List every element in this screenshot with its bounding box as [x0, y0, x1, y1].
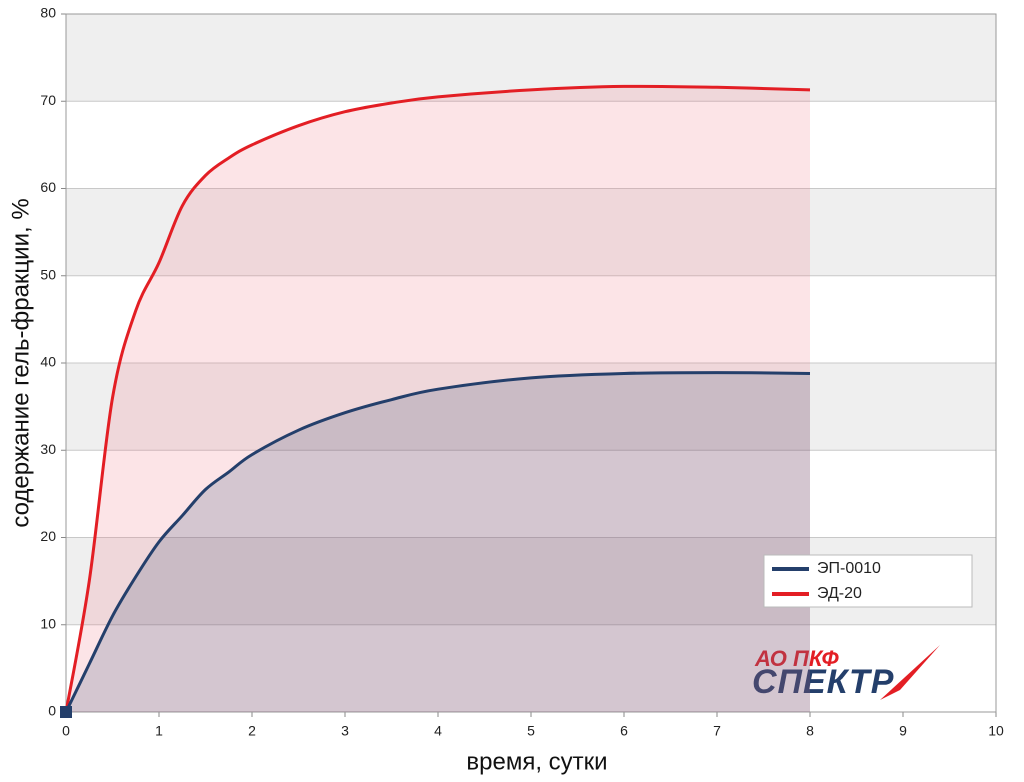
- logo-line2: СПЕКТР: [752, 663, 894, 701]
- x-tick-label: 8: [806, 723, 814, 739]
- area: [66, 372, 810, 712]
- y-tick-label: 0: [48, 703, 56, 719]
- legend-label: ЭД-20: [817, 585, 862, 602]
- y-tick-label: 30: [40, 441, 56, 457]
- x-tick-label: 0: [62, 723, 70, 739]
- series-line: [64, 84, 811, 713]
- x-tick-label: 6: [620, 723, 628, 739]
- y-tick-label: 20: [40, 528, 56, 544]
- x-tick-label: 10: [988, 723, 1004, 739]
- x-tick-label: 7: [713, 723, 721, 739]
- y-tick-label: 80: [40, 5, 56, 21]
- area: [66, 86, 810, 712]
- plot-frame: [65, 13, 997, 713]
- marker: [60, 706, 72, 718]
- logo-line1: АО ПКФ: [754, 646, 840, 671]
- x-tick-label: 1: [155, 723, 163, 739]
- band: [66, 188, 996, 276]
- legend-label: ЭП-0010: [817, 560, 881, 577]
- x-tick-label: 3: [341, 723, 349, 739]
- y-tick-label: 70: [40, 92, 56, 108]
- logo: АО ПКФ СПЕКТР: [752, 645, 940, 701]
- logo-swoosh: [880, 645, 940, 700]
- series-line: [64, 371, 811, 713]
- legend-box: [763, 554, 973, 608]
- y-tick-label: 10: [40, 615, 56, 631]
- x-tick-label: 9: [899, 723, 907, 739]
- band: [66, 14, 996, 102]
- y-axis-title: содержание гель-фракции, %: [7, 198, 34, 527]
- x-axis-title: время, сутки: [466, 748, 607, 775]
- x-tick-label: 2: [248, 723, 256, 739]
- y-tick-label: 60: [40, 179, 56, 195]
- y-tick-label: 50: [40, 266, 56, 282]
- y-tick-label: 40: [40, 354, 56, 370]
- x-tick-label: 4: [434, 723, 442, 739]
- x-tick-label: 5: [527, 723, 535, 739]
